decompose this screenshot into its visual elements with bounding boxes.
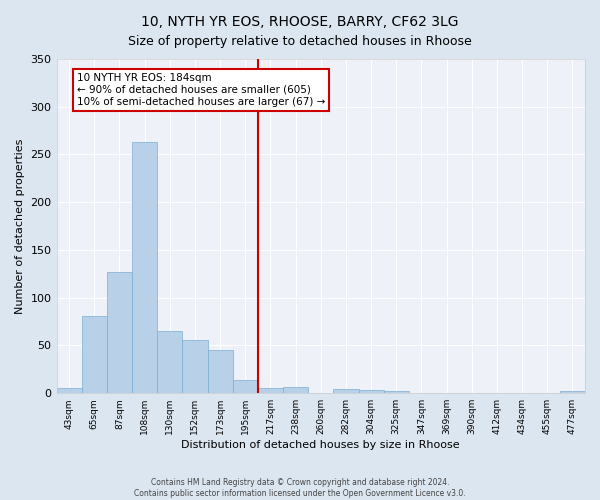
Bar — [208, 350, 233, 393]
Bar — [56, 388, 82, 393]
Text: Contains HM Land Registry data © Crown copyright and database right 2024.
Contai: Contains HM Land Registry data © Crown c… — [134, 478, 466, 498]
Bar — [560, 392, 585, 393]
Bar — [157, 331, 182, 393]
Text: 10 NYTH YR EOS: 184sqm
← 90% of detached houses are smaller (605)
10% of semi-de: 10 NYTH YR EOS: 184sqm ← 90% of detached… — [77, 74, 325, 106]
Text: 10, NYTH YR EOS, RHOOSE, BARRY, CF62 3LG: 10, NYTH YR EOS, RHOOSE, BARRY, CF62 3LG — [141, 15, 459, 29]
Bar — [258, 388, 283, 393]
Bar — [107, 272, 132, 393]
Bar — [182, 340, 208, 393]
Bar — [233, 380, 258, 393]
Bar — [334, 390, 359, 393]
Text: Size of property relative to detached houses in Rhoose: Size of property relative to detached ho… — [128, 35, 472, 48]
Bar — [283, 388, 308, 393]
Bar — [359, 390, 383, 393]
X-axis label: Distribution of detached houses by size in Rhoose: Distribution of detached houses by size … — [181, 440, 460, 450]
Bar — [383, 392, 409, 393]
Bar — [132, 142, 157, 393]
Y-axis label: Number of detached properties: Number of detached properties — [15, 138, 25, 314]
Bar — [82, 316, 107, 393]
